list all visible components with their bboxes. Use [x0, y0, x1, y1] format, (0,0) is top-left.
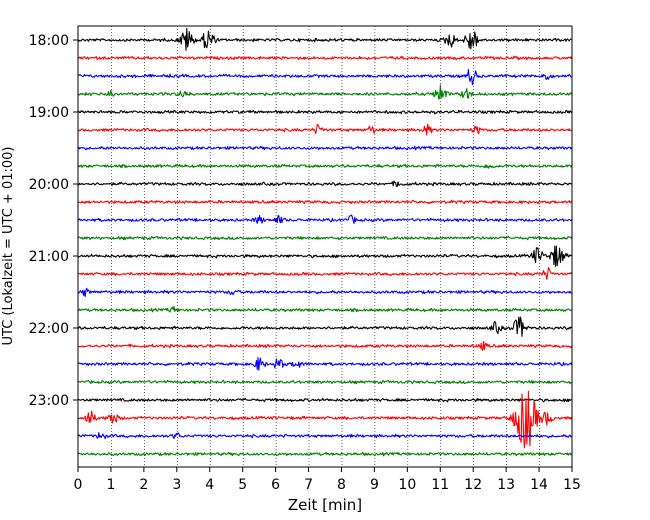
y-axis-label: UTC (Lokalzeit = UTC + 01:00)	[1, 147, 16, 346]
trace-line	[77, 180, 572, 188]
trace-line	[77, 84, 573, 100]
trace-line	[77, 390, 573, 449]
x-tick-label: 5	[238, 477, 247, 493]
trace-line	[77, 109, 573, 115]
trace-line	[77, 287, 572, 298]
y-tick-label: 23:00	[29, 393, 69, 409]
trace-line	[77, 55, 573, 61]
trace-line	[77, 199, 573, 205]
x-tick-label: 4	[205, 477, 214, 493]
x-tick-label: 9	[370, 477, 379, 493]
trace-line	[77, 214, 573, 224]
trace-line	[77, 356, 573, 371]
x-axis-label: Zeit [min]	[288, 496, 362, 514]
plot-frame	[78, 26, 572, 467]
trace-line	[77, 267, 573, 280]
y-tick-label: 19:00	[29, 105, 69, 121]
x-tick-label: 6	[271, 477, 280, 493]
trace-line	[77, 340, 573, 351]
trace-line	[77, 123, 572, 136]
x-tick-label: 11	[431, 477, 449, 493]
trace-line	[77, 305, 572, 313]
x-tick-label: 14	[530, 477, 548, 493]
x-tick-label: 3	[172, 477, 181, 493]
trace-line	[77, 451, 572, 457]
trace-line	[77, 245, 572, 267]
trace-line	[77, 145, 573, 151]
x-tick-label: 15	[563, 477, 581, 493]
trace-line	[77, 163, 573, 169]
trace-line	[77, 379, 572, 385]
trace-line	[77, 432, 572, 440]
y-tick-label: 20:00	[29, 177, 69, 193]
plot-border	[77, 25, 573, 468]
trace-line	[77, 397, 572, 403]
x-ticks: 0 1 2 3 4 5 6 7 8 9 10 11 12 13 14 15	[74, 467, 581, 493]
trace-line	[77, 69, 572, 86]
x-tick-label: 10	[398, 477, 416, 493]
x-tick-label: 8	[337, 477, 346, 493]
trace-line	[77, 235, 573, 241]
y-tick-label: 21:00	[29, 249, 69, 265]
y-tick-label: 22:00	[29, 321, 69, 337]
seismic-traces	[77, 27, 573, 457]
trace-line	[77, 27, 572, 51]
x-tick-label: 7	[304, 477, 313, 493]
y-tick-label: 18:00	[29, 33, 69, 49]
x-tick-label: 2	[139, 477, 148, 493]
trace-line	[77, 316, 572, 337]
x-tick-label: 0	[74, 477, 83, 493]
y-ticks: 18:00 19:00 20:00 21:00 22:00 23:00	[29, 33, 78, 409]
x-tick-label: 13	[497, 477, 515, 493]
x-tick-label: 12	[464, 477, 482, 493]
x-tick-label: 1	[106, 477, 115, 493]
